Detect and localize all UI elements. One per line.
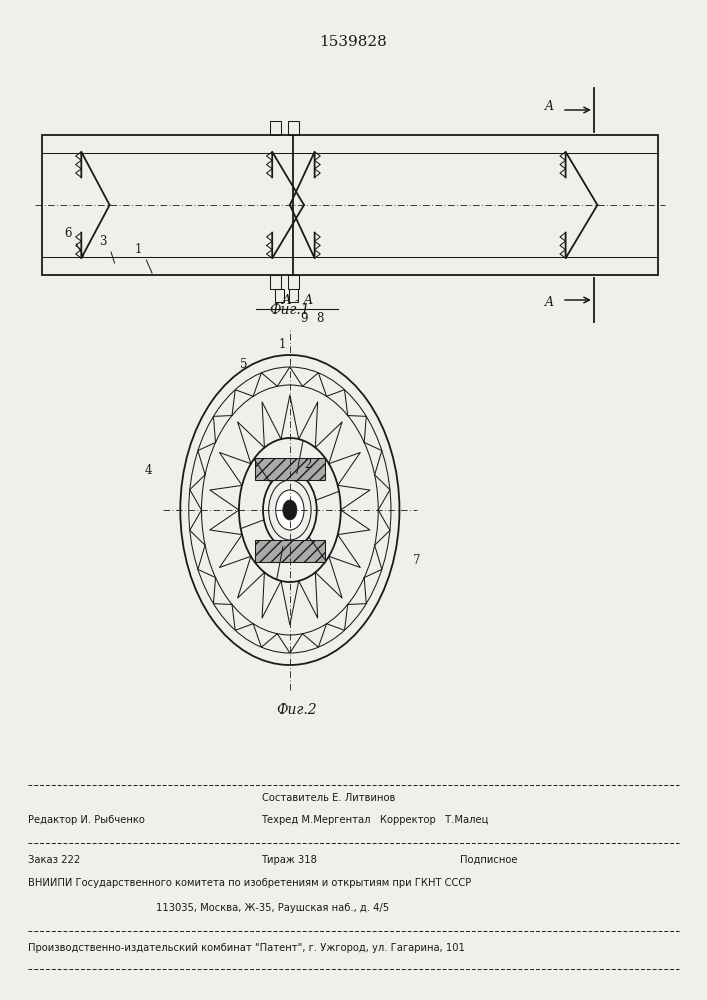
Text: 1: 1 <box>279 338 286 352</box>
Text: Техред М.Мергентал   Корректор   Т.Малец: Техред М.Мергентал Корректор Т.Малец <box>262 815 489 825</box>
Text: 6: 6 <box>64 227 71 240</box>
Text: 2: 2 <box>304 458 311 472</box>
Text: 1539828: 1539828 <box>320 35 387 49</box>
Text: 5: 5 <box>240 359 247 371</box>
Text: 9: 9 <box>300 312 308 325</box>
Text: A: A <box>545 101 554 113</box>
Text: 8: 8 <box>317 312 324 325</box>
Text: A: A <box>545 296 554 310</box>
Text: Составитель Е. Литвинов: Составитель Е. Литвинов <box>262 793 395 803</box>
Text: ВНИИПИ Государственного комитета по изобретениям и открытиям при ГКНТ СССР: ВНИИПИ Государственного комитета по изоб… <box>28 878 472 888</box>
Text: Редактор И. Рыбченко: Редактор И. Рыбченко <box>28 815 145 825</box>
Text: Тираж 318: Тираж 318 <box>262 855 317 865</box>
Text: 4: 4 <box>145 464 152 477</box>
Text: 3: 3 <box>99 235 106 248</box>
Text: Фиг.1: Фиг.1 <box>269 303 310 317</box>
Polygon shape <box>255 540 325 562</box>
Text: Подписное: Подписное <box>460 855 517 865</box>
Text: Фиг.2: Фиг.2 <box>276 703 317 717</box>
Circle shape <box>283 500 297 520</box>
Text: 1: 1 <box>134 243 141 256</box>
Text: A - A: A - A <box>281 294 313 307</box>
Circle shape <box>276 490 304 530</box>
Text: 113035, Москва, Ж-35, Раушская наб., д. 4/5: 113035, Москва, Ж-35, Раушская наб., д. … <box>156 903 389 913</box>
Text: Заказ 222: Заказ 222 <box>28 855 81 865</box>
Text: Производственно-издательский комбинат "Патент", г. Ужгород, ул. Гагарина, 101: Производственно-издательский комбинат "П… <box>28 943 465 953</box>
Text: 7: 7 <box>414 554 421 566</box>
Polygon shape <box>255 458 325 480</box>
